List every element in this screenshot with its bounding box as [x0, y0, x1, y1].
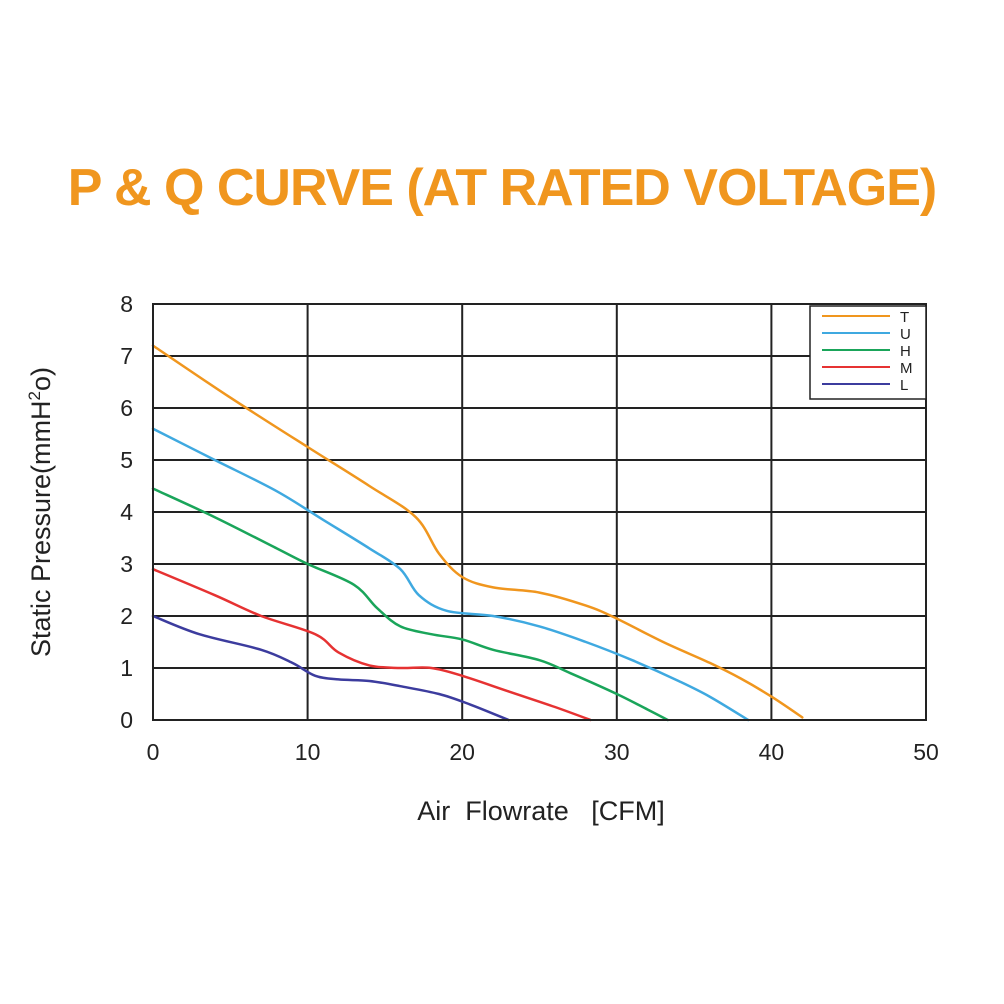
x-tick-label: 20 — [449, 739, 475, 765]
legend-label-H: H — [900, 343, 911, 360]
y-tick-label: 1 — [120, 655, 133, 681]
tick-labels: 0 10 20 30 40 50 0 1 2 3 4 5 6 7 8 — [120, 291, 939, 765]
x-tick-label: 0 — [147, 739, 160, 765]
y-axis-label-end: o) — [26, 367, 56, 391]
y-tick-label: 5 — [120, 447, 133, 473]
y-tick-label: 7 — [120, 343, 133, 369]
grid-lines — [153, 304, 926, 720]
x-tick-label: 50 — [913, 739, 939, 765]
x-axis-label: Air Flowrate [CFM] — [417, 796, 665, 826]
y-tick-label: 0 — [120, 707, 133, 733]
series-line-H — [151, 487, 670, 722]
series-layer — [151, 344, 804, 722]
legend-label-L: L — [900, 377, 908, 394]
y-axis-label: Static Pressure(mmH2o) — [25, 367, 56, 657]
y-tick-label: 3 — [120, 551, 133, 577]
y-tick-label: 8 — [120, 291, 133, 317]
series-line-M — [151, 567, 592, 722]
series-line-T — [151, 344, 804, 719]
y-axis-label-main: Static Pressure(mmH — [26, 400, 56, 657]
x-tick-label: 10 — [295, 739, 321, 765]
legend-label-T: T — [900, 309, 909, 326]
x-tick-label: 30 — [604, 739, 630, 765]
y-tick-label: 6 — [120, 395, 133, 421]
y-axis-label-superscript: 2 — [25, 391, 44, 400]
y-tick-label: 4 — [120, 499, 133, 525]
x-tick-label: 40 — [759, 739, 785, 765]
chart-title: P & Q CURVE (AT RATED VOLTAGE) — [67, 159, 937, 217]
y-tick-label: 2 — [120, 603, 133, 629]
series-line-U — [151, 427, 750, 722]
legend-label-M: M — [900, 360, 913, 377]
plot-frame — [152, 303, 927, 721]
legend-label-U: U — [900, 326, 911, 343]
series-line-L — [151, 614, 510, 722]
